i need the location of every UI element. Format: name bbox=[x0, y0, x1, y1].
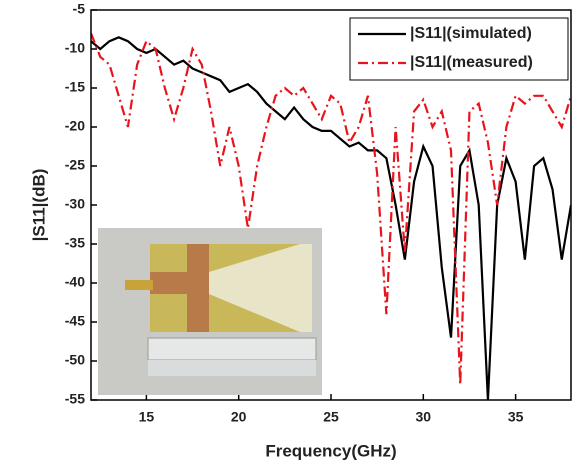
y-tick-label: -20 bbox=[65, 118, 85, 134]
legend-label: |S11|(simulated) bbox=[410, 25, 532, 42]
y-tick-label: -25 bbox=[65, 157, 85, 173]
y-tick-label: -5 bbox=[73, 1, 86, 17]
y-axis-label: |S11|(dB) bbox=[29, 169, 48, 242]
legend-label: |S11|(measured) bbox=[410, 54, 533, 71]
x-tick-label: 15 bbox=[139, 409, 155, 425]
y-tick-label: -40 bbox=[65, 274, 85, 290]
y-tick-label: -35 bbox=[65, 235, 85, 251]
inset-photo bbox=[98, 228, 322, 395]
x-tick-label: 35 bbox=[508, 409, 524, 425]
x-tick-label: 30 bbox=[416, 409, 432, 425]
y-tick-label: -15 bbox=[65, 79, 85, 95]
y-tick-label: -30 bbox=[65, 196, 85, 212]
plot-frame bbox=[90, 9, 572, 401]
x-tick-label: 25 bbox=[323, 409, 339, 425]
y-tick-label: -55 bbox=[65, 391, 85, 407]
series-line bbox=[91, 36, 571, 400]
y-tick-label: -45 bbox=[65, 313, 85, 329]
x-tick-label: 20 bbox=[231, 409, 247, 425]
series-line bbox=[91, 32, 571, 385]
y-tick-label: -10 bbox=[65, 40, 85, 56]
x-axis-label: Frequency(GHz) bbox=[265, 441, 396, 460]
y-tick-label: -50 bbox=[65, 352, 85, 368]
legend-box bbox=[349, 17, 569, 81]
